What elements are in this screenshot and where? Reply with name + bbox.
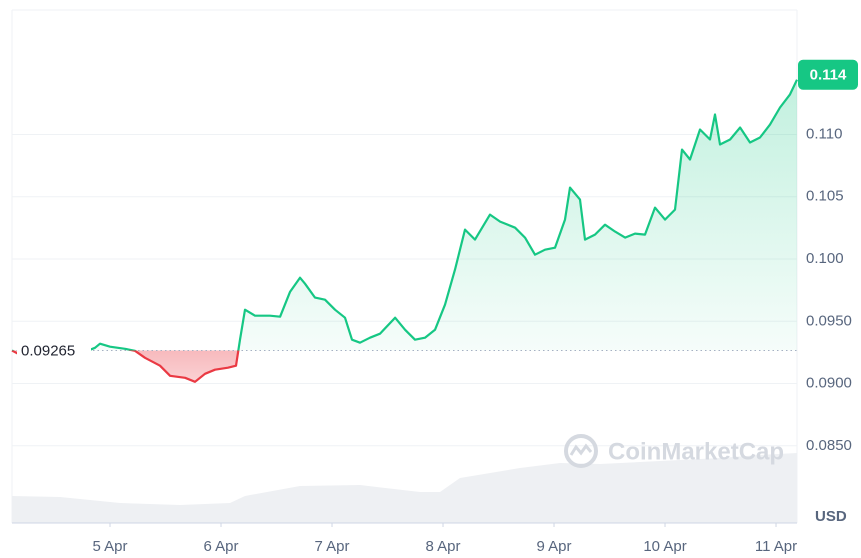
x-tick-label: 8 Apr <box>426 538 461 555</box>
price-line <box>11 79 798 383</box>
y-tick-label: 0.110 <box>806 125 842 142</box>
price-area <box>12 79 797 382</box>
x-tick-label: 10 Apr <box>643 538 686 555</box>
y-tick-label: 0.100 <box>806 250 844 267</box>
price-label: 0.114 <box>810 67 847 84</box>
currency-label: USD <box>815 508 847 525</box>
watermark-text: CoinMarketCap <box>608 438 784 465</box>
plot: 0.09265 0.114 <box>11 59 858 383</box>
x-tick-label: 5 Apr <box>92 538 127 555</box>
price-label-bg <box>798 59 858 90</box>
y-tick-label: 0.0900 <box>806 375 852 392</box>
x-tick-label: 11 Apr <box>755 538 797 555</box>
x-tick-label: 6 Apr <box>203 538 238 555</box>
y-tick-label: 0.0950 <box>806 312 852 329</box>
volume-area <box>12 453 797 523</box>
watermark: CoinMarketCap <box>564 434 784 468</box>
x-tick-label: 9 Apr <box>537 538 572 555</box>
x-tick-label: 7 Apr <box>315 538 350 555</box>
baseline-label-bg <box>17 339 91 362</box>
baseline-label: 0.09265 <box>21 343 75 360</box>
y-tick-label: 0.105 <box>806 188 844 205</box>
y-tick-label: 0.0850 <box>806 437 852 454</box>
